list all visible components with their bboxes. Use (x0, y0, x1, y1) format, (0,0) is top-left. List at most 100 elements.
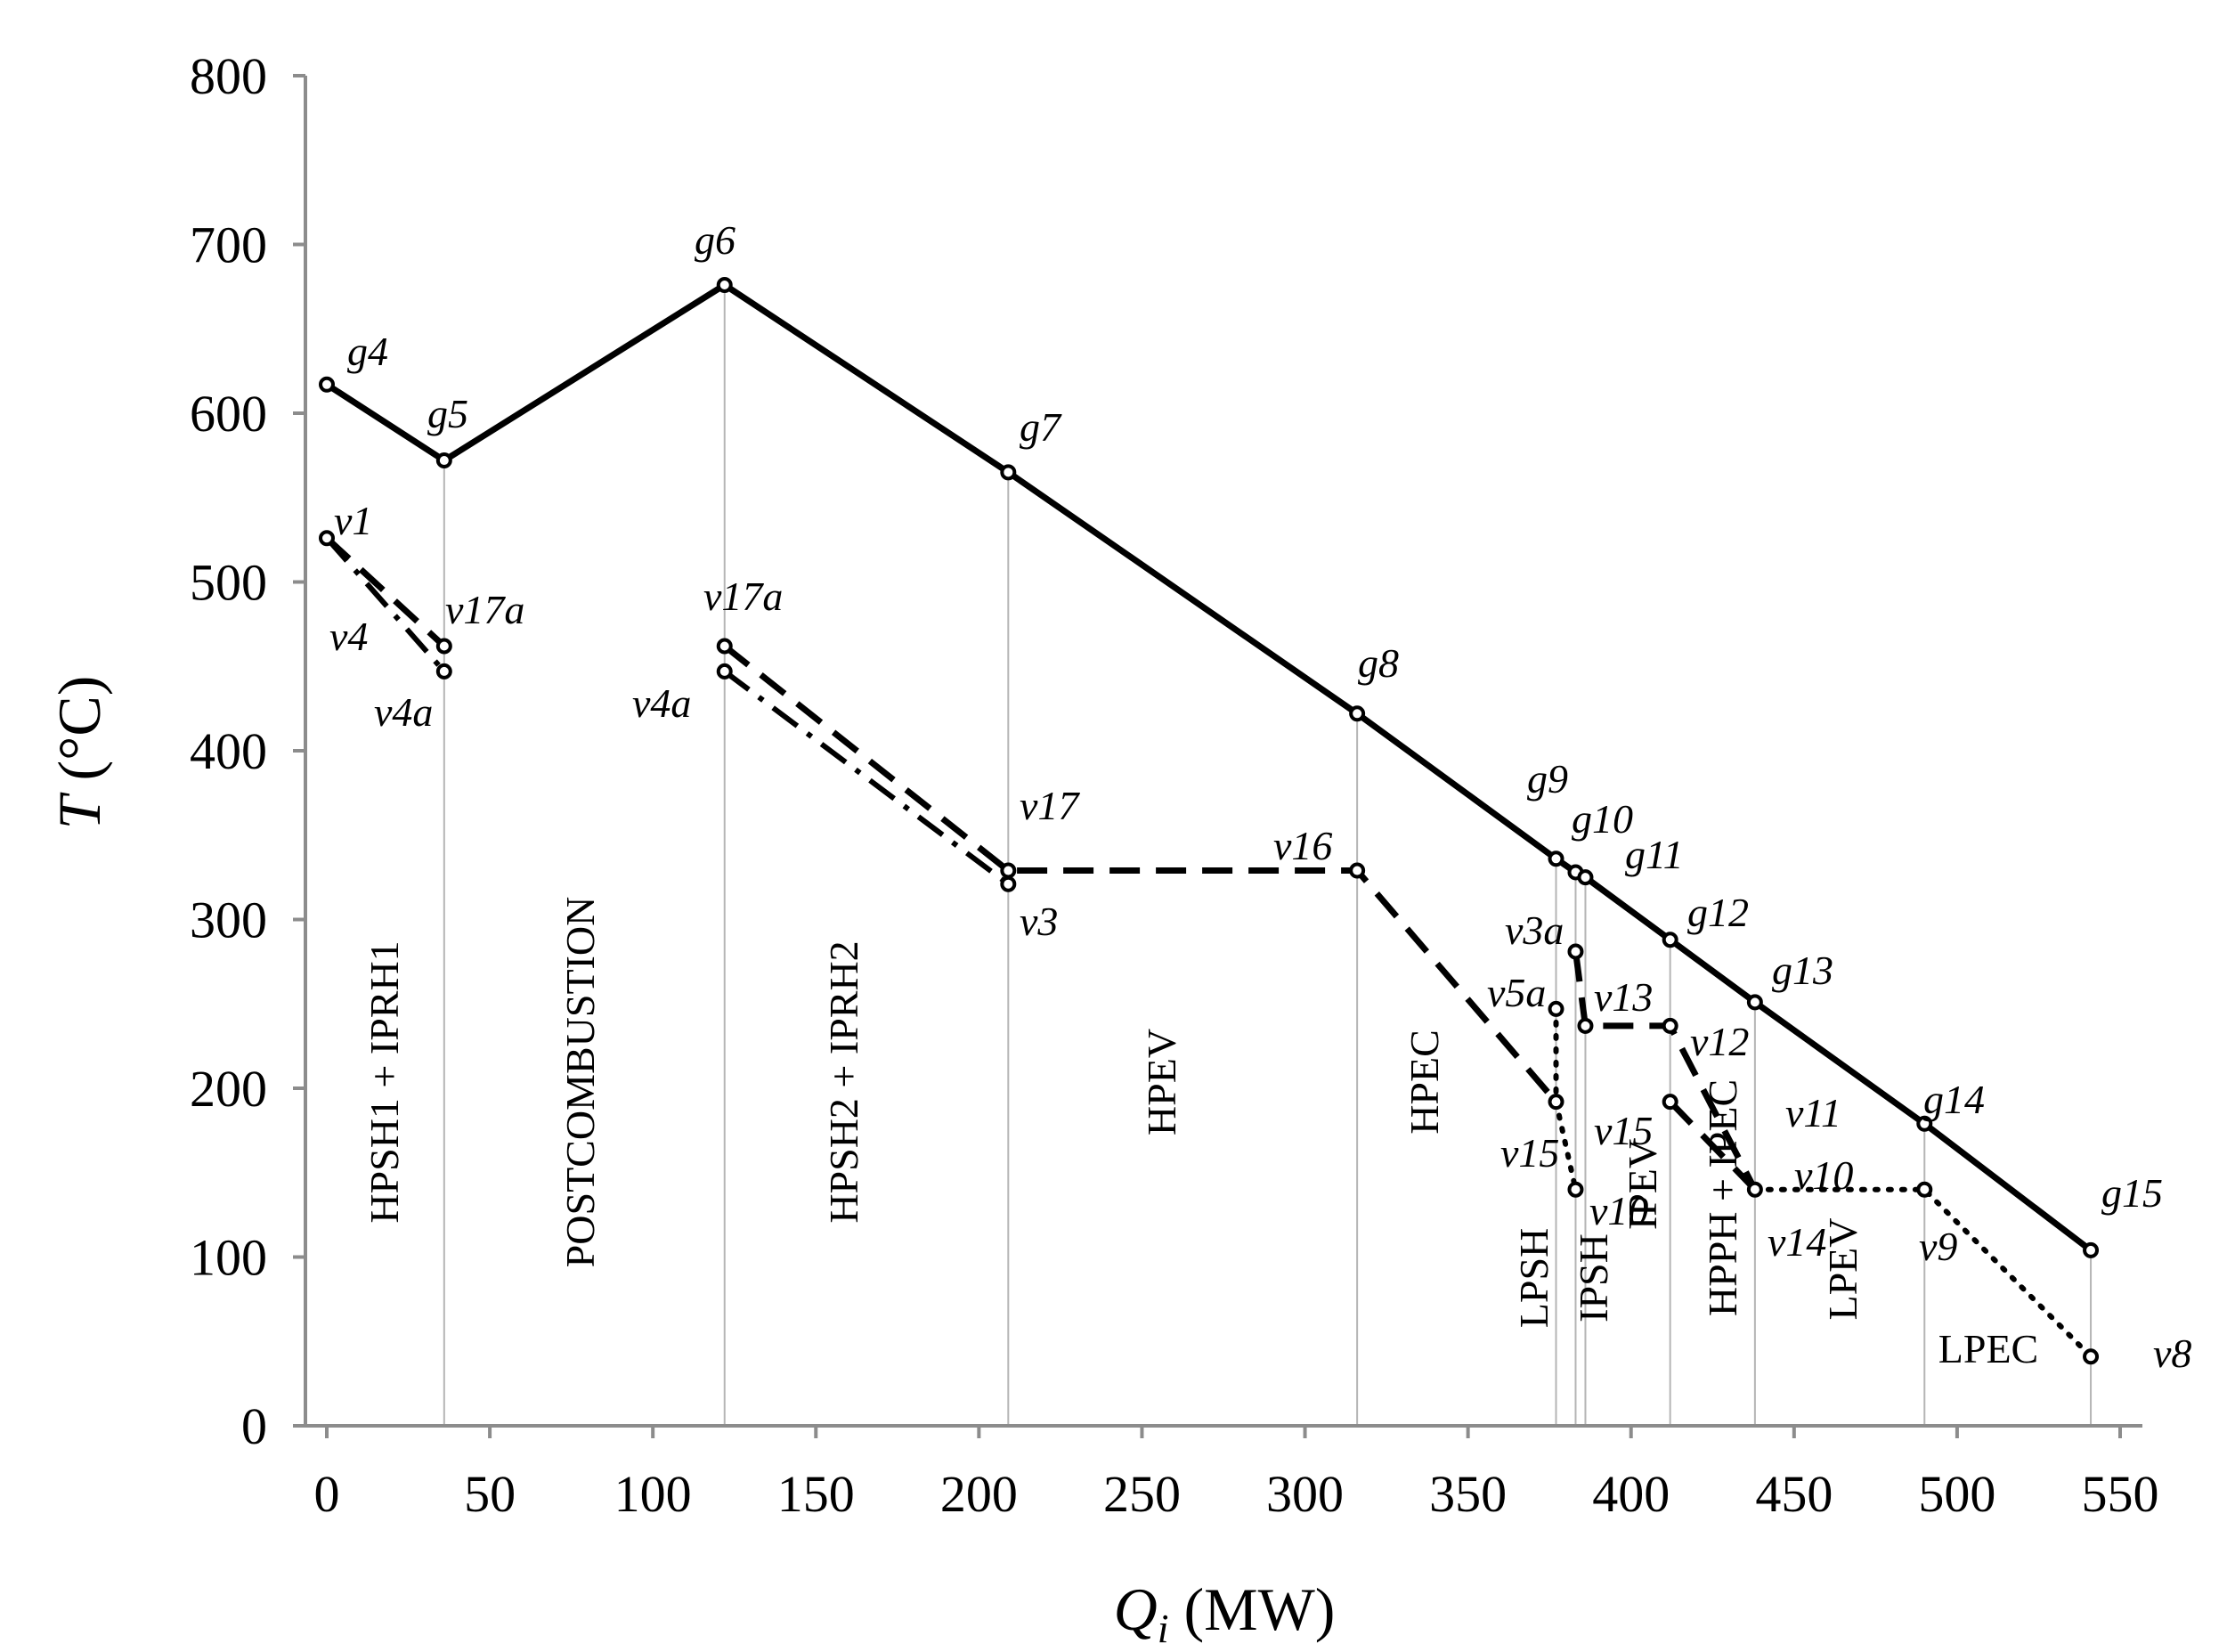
point-label-v17a: v17a (703, 574, 783, 619)
point-label-v3: v3 (1020, 899, 1058, 944)
data-point-g5 (435, 452, 452, 469)
point-label-v16: v16 (1273, 823, 1332, 868)
point-label-v17a: v17a (445, 587, 524, 632)
y-tick-label: 500 (190, 554, 267, 612)
y-axis-title: T (°C) (45, 676, 113, 830)
data-point-v5a (1548, 1000, 1564, 1017)
point-label-v9: v9 (1919, 1224, 1957, 1269)
data-point-v3a (1567, 943, 1584, 960)
data-markers (319, 276, 2100, 1365)
data-point-v15 (1548, 1094, 1564, 1111)
region-label: HPEC (1402, 1029, 1447, 1135)
point-label-v10: v10 (1589, 1188, 1648, 1233)
y-tick-label: 800 (190, 47, 267, 105)
point-label-v14: v14 (1768, 1219, 1826, 1265)
data-point-g12 (1662, 932, 1678, 948)
x-tick-label: 100 (614, 1465, 692, 1523)
region-label: HPEV (1139, 1029, 1184, 1135)
data-point-g11 (1577, 869, 1594, 886)
data-point-g14 (1916, 1115, 1933, 1132)
y-tick-label: 400 (190, 722, 267, 780)
x-tick-label: 150 (777, 1465, 855, 1523)
point-label-g13: g13 (1772, 948, 1833, 993)
x-tick-label: 200 (940, 1465, 1018, 1523)
series-line-reheat (722, 669, 1011, 887)
point-label-v4a: v4a (374, 689, 433, 735)
point-label-v11: v11 (1785, 1090, 1841, 1135)
region-label: LPEC (1938, 1326, 2038, 1371)
series-line-hp-steam (1668, 1099, 1758, 1192)
series-line-gas (325, 281, 2093, 1253)
y-tick-label: 0 (241, 1397, 267, 1455)
point-label-g15: g15 (2101, 1170, 2163, 1216)
axis-ticks: 0 50 100 150 200 250 300 350 400 450 500 550 0 100 200… (190, 47, 2159, 1523)
x-axis-title: Qi (MW) (1114, 1575, 1336, 1651)
series-line-hp-steam (324, 535, 447, 649)
region-label: LPEV (1820, 1218, 1865, 1321)
point-label-v15: v15 (1594, 1108, 1653, 1153)
data-point-g15 (2083, 1241, 2100, 1258)
x-tick-label: 400 (1592, 1465, 1670, 1523)
x-tick-label: 50 (464, 1465, 516, 1523)
data-point-v13 (1577, 1017, 1594, 1034)
data-point-v16 (1349, 862, 1366, 879)
point-label-g6: g6 (695, 217, 736, 263)
x-tick-label: 450 (1755, 1465, 1833, 1523)
data-point-v4a (716, 663, 733, 680)
x-tick-label: 350 (1429, 1465, 1507, 1523)
data-point-v12 (1662, 1017, 1678, 1034)
point-label-g10: g10 (1572, 796, 1633, 842)
point-label-v5a: v5a (1487, 970, 1546, 1015)
point-label-g8: g8 (1358, 640, 1399, 686)
y-tick-label: 300 (190, 891, 267, 949)
point-label-v10: v10 (1794, 1152, 1853, 1198)
point-label-v17: v17 (1020, 783, 1080, 828)
y-tick-label: 100 (190, 1229, 267, 1287)
data-point-v15 (1662, 1094, 1678, 1111)
data-point-v10 (1567, 1181, 1584, 1198)
region-label: HPSH2 + IPRH2 (821, 940, 866, 1223)
point-label-v4: v4 (329, 614, 368, 659)
y-tick-label: 200 (190, 1060, 267, 1118)
point-label-v4a: v4a (632, 680, 691, 726)
point-label-v12: v12 (1690, 1019, 1749, 1064)
point-label-g7: g7 (1020, 404, 1062, 450)
point-label-v15: v15 (1500, 1130, 1559, 1176)
x-tick-label: 550 (2082, 1465, 2159, 1523)
data-point-g8 (1349, 705, 1366, 722)
data-point-g13 (1746, 994, 1763, 1011)
data-point-v3 (1000, 875, 1017, 892)
data-point-g9 (1548, 850, 1564, 867)
point-label-v1: v1 (334, 498, 372, 543)
data-point-v8 (2083, 1348, 2100, 1365)
point-label-g14: g14 (1923, 1077, 1985, 1122)
x-tick-label: 0 (314, 1465, 340, 1523)
series-line-hp-steam (1573, 951, 1758, 1192)
data-series (324, 281, 2094, 1360)
region-label: IPEV (1620, 1139, 1665, 1230)
point-label-g9: g9 (1527, 756, 1568, 802)
data-point-v4a (435, 663, 452, 680)
data-point-g4 (319, 376, 335, 393)
point-label-v3a: v3a (1505, 907, 1564, 953)
region-label: LPSH (1511, 1228, 1556, 1328)
series-line-hp-steam (722, 643, 1559, 1104)
x-tick-label: 500 (1918, 1465, 1995, 1523)
data-point-v14 (1746, 1181, 1763, 1198)
point-label-g12: g12 (1687, 890, 1749, 935)
data-point-g6 (716, 276, 733, 293)
data-point-v17a (716, 638, 733, 655)
region-label: HPPH + IPEC (1700, 1079, 1745, 1316)
data-point-v17a (435, 638, 452, 655)
region-labels: HPSH1 + IPRH1 POSTCOMBUSTION HPSH2 + IPRH2… (362, 897, 2038, 1371)
x-tick-label: 250 (1103, 1465, 1181, 1523)
data-point-v1 (319, 530, 335, 547)
y-tick-label: 700 (190, 216, 267, 274)
y-tick-label: 600 (190, 385, 267, 443)
x-tick-label: 300 (1266, 1465, 1344, 1523)
point-label-v8: v8 (2153, 1331, 2191, 1376)
data-point-v9 (1916, 1181, 1933, 1198)
point-label-g4: g4 (347, 329, 388, 374)
region-label: IPSH (1571, 1233, 1616, 1322)
